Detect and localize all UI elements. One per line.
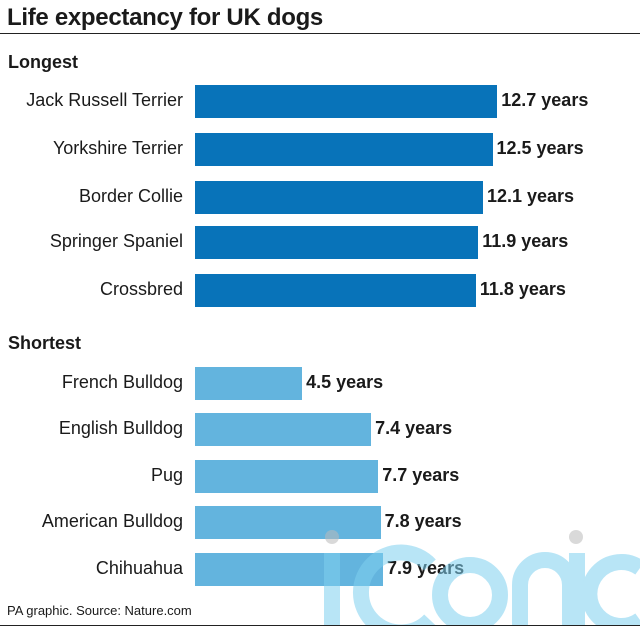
section-heading-longest: Longest xyxy=(8,52,78,72)
bar xyxy=(195,506,381,539)
bar xyxy=(195,181,483,214)
title-rule xyxy=(0,33,640,34)
value-label: 7.9 years xyxy=(387,558,465,578)
bar xyxy=(195,460,379,493)
category-label: American Bulldog xyxy=(41,511,183,531)
value-label: 12.7 years xyxy=(501,90,589,110)
chart-title: Life expectancy for UK dogs xyxy=(7,4,323,31)
value-label: 7.8 years xyxy=(384,511,462,531)
bar xyxy=(195,367,303,400)
bar xyxy=(195,85,498,118)
source-note: PA graphic. Source: Nature.com xyxy=(7,603,192,618)
bottom-rule xyxy=(0,625,640,626)
section-heading-shortest: Shortest xyxy=(8,333,82,353)
category-label: Pug xyxy=(150,465,183,485)
category-label: English Bulldog xyxy=(58,418,183,438)
category-label: French Bulldog xyxy=(61,372,183,392)
value-label: 7.4 years xyxy=(375,418,453,438)
category-label: Yorkshire Terrier xyxy=(52,138,183,158)
value-label: 4.5 years xyxy=(306,372,384,392)
value-label: 11.8 years xyxy=(479,279,566,299)
value-label: 7.7 years xyxy=(382,465,460,485)
category-label: Jack Russell Terrier xyxy=(26,90,183,110)
bar xyxy=(195,553,384,586)
category-label: Crossbred xyxy=(99,279,183,299)
bar xyxy=(195,133,493,166)
bar xyxy=(195,274,476,307)
bar xyxy=(195,413,372,446)
category-label: Springer Spaniel xyxy=(49,231,183,251)
value-label: 11.9 years xyxy=(482,231,569,251)
category-label: Chihuahua xyxy=(95,558,183,578)
value-label: 12.1 years xyxy=(486,186,575,206)
value-label: 12.5 years xyxy=(496,138,584,158)
bar xyxy=(195,226,479,259)
category-label: Border Collie xyxy=(78,186,183,206)
